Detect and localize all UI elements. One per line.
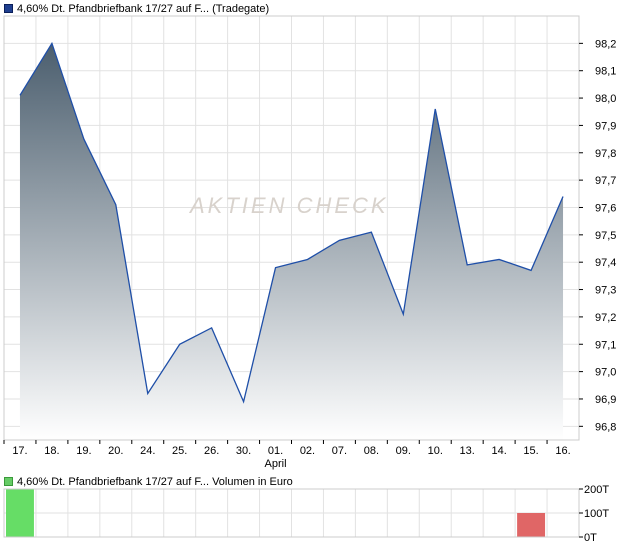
x-tick-label: 17.: [12, 445, 27, 457]
x-tick-label: 19.: [76, 445, 91, 457]
x-tick-label: 09.: [396, 445, 411, 457]
price-y-tick-label: 97,4: [595, 257, 616, 269]
x-tick-label: 25.: [172, 445, 187, 457]
x-tick-label: 08.: [364, 445, 379, 457]
watermark: AKTIEN CHECK: [188, 193, 389, 218]
x-tick-label: 18.: [44, 445, 59, 457]
price-y-tick-label: 98,1: [595, 66, 616, 78]
volume-bar: [517, 513, 546, 537]
volume-grid: [3, 488, 580, 538]
x-tick-label: 07.: [332, 445, 347, 457]
price-series-swatch: [4, 4, 13, 13]
volume-y-axis: 200T 100T 0T: [579, 484, 609, 544]
x-tick-label: 14.: [491, 445, 506, 457]
price-y-tick-label: 97,7: [595, 175, 616, 187]
price-y-tick-label: 98,0: [595, 93, 616, 105]
x-month-label: April: [265, 458, 287, 470]
price-area-fill: [19, 43, 564, 441]
volume-series-swatch: [4, 477, 13, 486]
x-tick-label: 13.: [460, 445, 475, 457]
price-y-tick-label: 96,8: [595, 421, 616, 433]
x-tick-label: 30.: [236, 445, 251, 457]
price-line: [19, 41, 564, 404]
x-tick-label: 02.: [300, 445, 315, 457]
price-y-tick-label: 97,8: [595, 148, 616, 160]
price-area: [19, 41, 564, 441]
price-legend-label: 4,60% Dt. Pfandbriefbank 17/27 auf F... …: [17, 3, 270, 15]
price-y-tick-label: 97,6: [595, 202, 616, 214]
x-tick-label: 10.: [428, 445, 443, 457]
price-y-tick-label: 98,2: [595, 38, 616, 50]
volume-bar: [6, 489, 34, 537]
volume-y-tick-label: 0T: [584, 532, 597, 544]
price-y-tick-label: 97,3: [595, 285, 616, 297]
volume-chart-legend: 4,60% Dt. Pfandbriefbank 17/27 auf F... …: [4, 476, 293, 489]
price-y-tick-label: 97,0: [595, 367, 616, 379]
x-tick-label: 24.: [140, 445, 155, 457]
date-x-axis: 17. 18. 19. 20. 24. 25. 26. 30. 01. 02. 07. 08. 09. 1…: [3, 440, 571, 470]
x-tick-label: 16.: [555, 445, 570, 457]
x-tick-label: 01.: [268, 445, 283, 457]
price-y-tick-label: 97,1: [595, 339, 616, 351]
volume-bars: [6, 489, 546, 537]
price-y-tick-label: 96,9: [595, 394, 616, 406]
volume-y-tick-label: 200T: [584, 484, 609, 496]
x-tick-label: 26.: [204, 445, 219, 457]
price-y-tick-label: 97,9: [595, 120, 616, 132]
x-tick-label: 20.: [108, 445, 123, 457]
price-y-axis: 96,8 96,9 97,0 97,1 97,2 97,3 97,4 97,5 97,6 97,7…: [579, 38, 616, 433]
x-tick-label: 15.: [523, 445, 538, 457]
price-y-tick-label: 97,5: [595, 230, 616, 242]
volume-legend-label: 4,60% Dt. Pfandbriefbank 17/27 auf F... …: [17, 476, 293, 488]
price-chart-legend: 4,60% Dt. Pfandbriefbank 17/27 auf F... …: [4, 3, 269, 16]
volume-y-tick-label: 100T: [584, 508, 609, 520]
price-y-tick-label: 97,2: [595, 312, 616, 324]
